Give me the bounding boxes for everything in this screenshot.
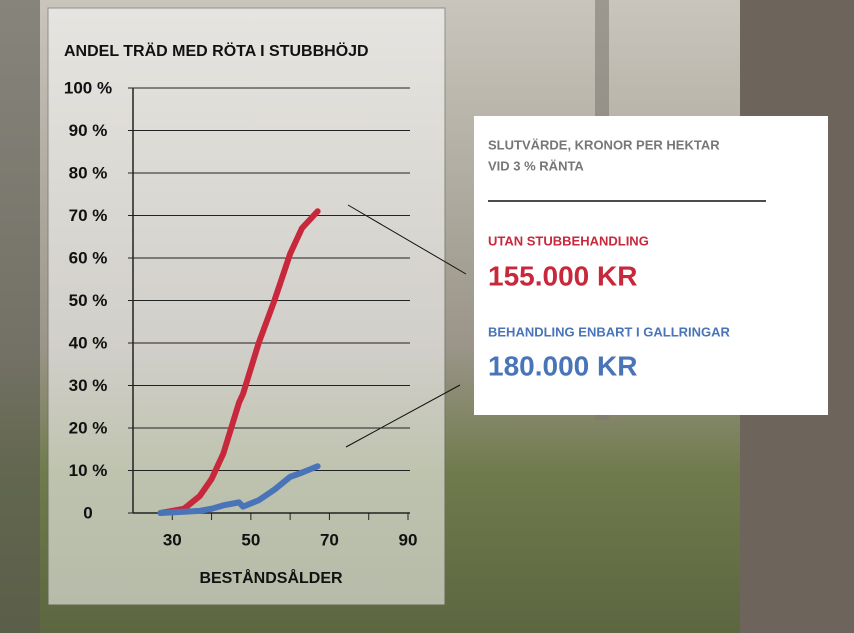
y-tick-label: 50 % bbox=[69, 291, 108, 310]
x-tick-label: 90 bbox=[399, 530, 418, 549]
x-axis-label: BESTÅNDSÅLDER bbox=[199, 568, 343, 587]
info-value: 180.000 KR bbox=[488, 350, 637, 381]
info-heading: VID 3 % RÄNTA bbox=[488, 158, 584, 173]
pointer-line bbox=[345, 384, 461, 448]
y-tick-label: 30 % bbox=[69, 376, 108, 395]
y-tick-label: 60 % bbox=[69, 248, 108, 267]
data-line bbox=[157, 208, 321, 516]
x-tick-label: 70 bbox=[320, 530, 339, 549]
y-tick-label: 20 % bbox=[69, 418, 108, 437]
info-label: UTAN STUBBEHANDLING bbox=[488, 233, 649, 248]
info-value: 155.000 KR bbox=[488, 260, 637, 291]
y-tick-label: 70 % bbox=[69, 206, 108, 225]
info-heading: SLUTVÄRDE, KRONOR PER HEKTAR bbox=[488, 137, 720, 152]
y-tick-label: 10 % bbox=[69, 461, 108, 480]
x-tick-label: 30 bbox=[163, 530, 182, 549]
y-tick-label: 80 % bbox=[69, 163, 108, 182]
y-tick-label: 90 % bbox=[69, 121, 108, 140]
chart-title: ANDEL TRÄD MED RÖTA I STUBBHÖJD bbox=[64, 41, 369, 60]
info-box bbox=[474, 116, 828, 415]
y-tick-label: 100 % bbox=[64, 78, 112, 97]
tree-trunk bbox=[0, 0, 40, 633]
data-line bbox=[157, 463, 321, 516]
pointer-line bbox=[347, 204, 467, 275]
x-tick-label: 50 bbox=[241, 530, 260, 549]
y-tick-label: 40 % bbox=[69, 333, 108, 352]
info-label: BEHANDLING ENBART I GALLRINGAR bbox=[488, 324, 731, 339]
y-tick-label: 0 bbox=[83, 503, 92, 522]
chart-panel bbox=[47, 7, 446, 606]
